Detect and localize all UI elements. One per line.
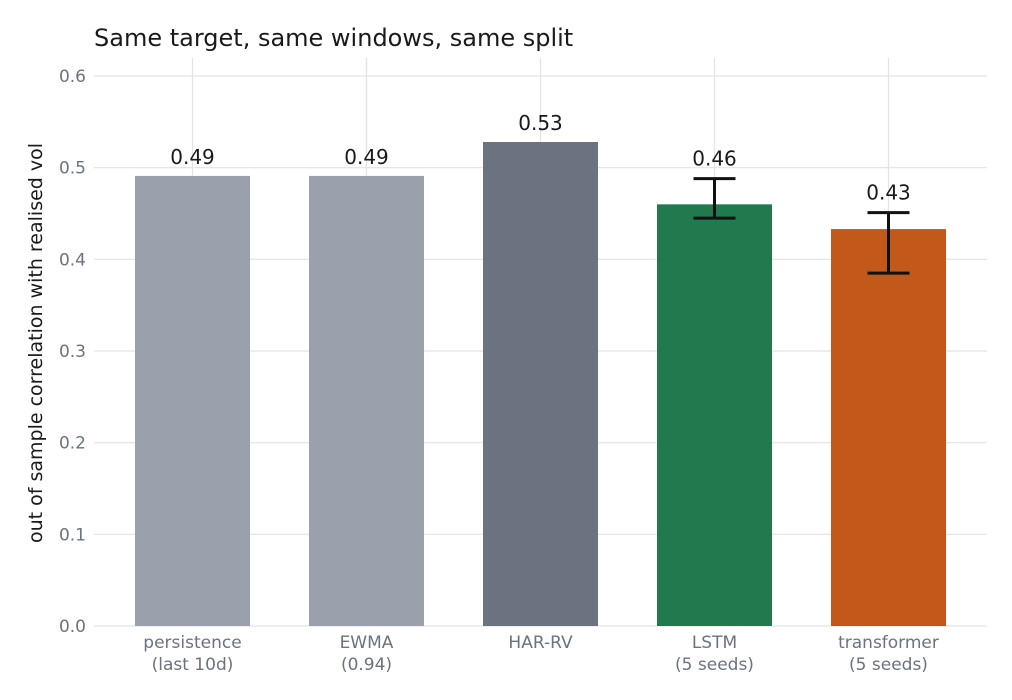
x-tick-label: (5 seeds): [675, 655, 754, 675]
x-tick-label: EWMA: [340, 633, 394, 653]
bar-layer: [135, 142, 946, 627]
y-tick-label: 0.0: [59, 617, 86, 637]
y-tick-layer: 0.0 0.1 0.2 0.3 0.4 0.5 0.6: [59, 67, 86, 637]
error-bar: [867, 211, 910, 275]
y-tick-label: 0.1: [59, 525, 86, 545]
data-label: 0.43: [866, 181, 911, 205]
data-label: 0.46: [692, 147, 737, 171]
data-label: 0.49: [170, 145, 215, 169]
error-bar-layer: [693, 177, 910, 275]
x-tick-label: HAR-RV: [508, 633, 573, 653]
x-tick-label: LSTM: [692, 633, 737, 653]
bar: [831, 229, 946, 627]
data-label-layer: 0.49 0.49 0.53 0.46 0.43: [170, 111, 911, 205]
x-tick-label: (5 seeds): [849, 655, 928, 675]
x-tick-layer: persistence(last 10d) EWMA(0.94) HAR-RV LST…: [143, 633, 939, 675]
chart-title: Same target, same windows, same split: [94, 24, 573, 52]
y-tick-label: 0.5: [59, 159, 86, 179]
data-label: 0.49: [344, 145, 389, 169]
x-tick-label: (last 10d): [152, 655, 234, 675]
y-tick-label: 0.2: [59, 434, 86, 454]
data-label: 0.53: [518, 111, 563, 135]
bar: [657, 204, 772, 627]
bar: [135, 175, 250, 626]
x-tick-label: (0.94): [341, 655, 392, 675]
error-bar: [693, 177, 736, 220]
y-tick-label: 0.6: [59, 67, 86, 87]
bar: [483, 142, 598, 626]
y-axis-label: out of sample correlation with realised …: [25, 143, 47, 543]
y-tick-label: 0.3: [59, 342, 86, 362]
y-tick-label: 0.4: [59, 250, 86, 270]
x-tick-label: transformer: [838, 633, 939, 653]
bar: [309, 175, 424, 626]
x-tick-label: persistence: [143, 633, 241, 653]
